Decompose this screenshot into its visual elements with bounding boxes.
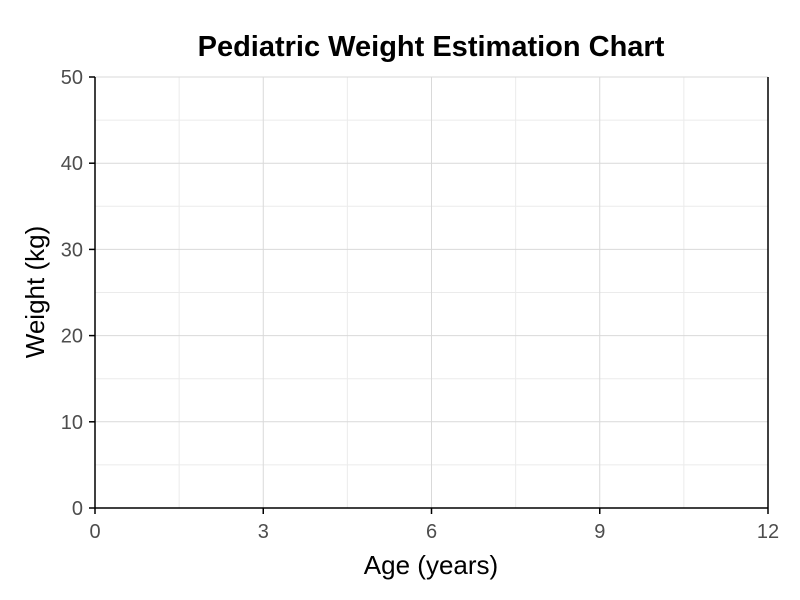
y-tick-label: 50 (61, 67, 83, 89)
y-axis-title: Weight (kg) (20, 226, 50, 358)
chart-title: Pediatric Weight Estimation Chart (198, 31, 665, 63)
y-tick-label: 10 (61, 412, 83, 434)
y-tick-label: 40 (61, 153, 83, 175)
x-tick-label: 12 (757, 521, 779, 543)
y-tick-label: 30 (61, 239, 83, 261)
x-tick-label: 3 (258, 521, 269, 543)
x-tick-label: 6 (426, 521, 437, 543)
y-tick-label: 0 (72, 498, 83, 520)
x-tick-label: 9 (594, 521, 605, 543)
x-axis-title: Age (years) (364, 550, 498, 580)
x-tick-label: 0 (89, 521, 100, 543)
y-tick-label: 20 (61, 326, 83, 348)
tick-marks (89, 76, 769, 514)
tick-labels: 0 3 6 9 12 0 10 20 30 40 50 (61, 67, 779, 543)
